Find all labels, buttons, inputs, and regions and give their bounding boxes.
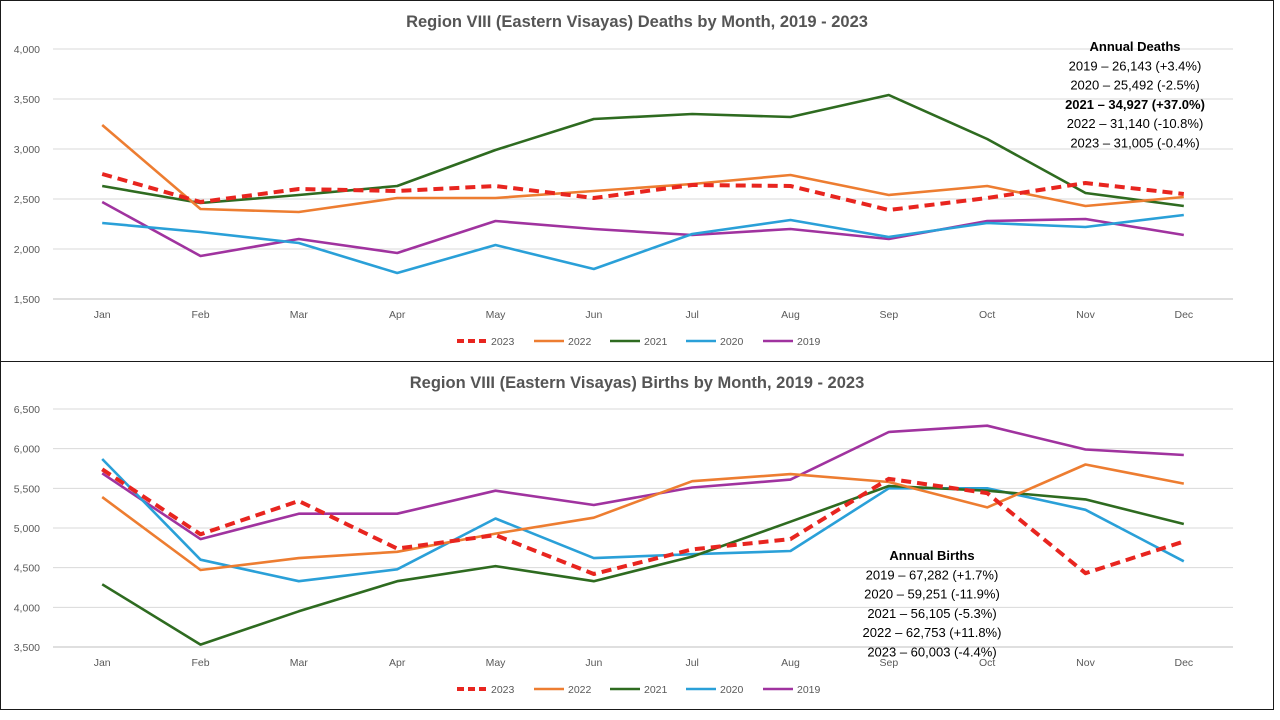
births-line-chart: Region VIII (Eastern Visayas) Births by …	[14, 374, 1233, 696]
deaths-x-tick-label: Nov	[1076, 309, 1095, 321]
deaths-series-line-2023	[101, 172, 1185, 212]
deaths-y-tick-label: 2,500	[14, 194, 40, 206]
births-legend-label-2023: 2023	[491, 684, 515, 696]
births-y-tick-label: 4,500	[14, 563, 40, 575]
births-y-tick-label: 5,000	[14, 523, 40, 535]
deaths-x-tick-label: Apr	[389, 309, 406, 321]
deaths-x-tick-label: Sep	[879, 309, 898, 321]
births-x-tick-label: Apr	[389, 657, 406, 669]
deaths-legend-label-2021: 2021	[644, 336, 668, 348]
deaths-legend-label-2022: 2022	[568, 336, 592, 348]
deaths-x-tick-label: May	[486, 309, 507, 321]
births-series-line-2022	[101, 463, 1185, 572]
deaths-annotation-line: 2022 – 31,140 (-10.8%)	[1067, 116, 1204, 131]
births-x-tick-label: Oct	[979, 657, 995, 669]
deaths-series-line-2021	[101, 93, 1184, 208]
deaths-x-tick-label: Aug	[781, 309, 800, 321]
births-x-tick-label: Mar	[290, 657, 309, 669]
deaths-annotation-line: 2019 – 26,143 (+3.4%)	[1069, 58, 1202, 73]
deaths-chart-panel: Region VIII (Eastern Visayas) Deaths by …	[0, 0, 1274, 362]
births-annotation-title: Annual Births	[889, 548, 974, 563]
births-annotation-line: 2023 – 60,003 (-4.4%)	[867, 645, 996, 660]
deaths-x-tick-label: Feb	[191, 309, 209, 321]
births-y-tick-label: 6,000	[14, 444, 40, 456]
deaths-x-tick-label: Jul	[685, 309, 698, 321]
births-legend-label-2021: 2021	[644, 684, 668, 696]
deaths-annotation-title: Annual Deaths	[1089, 39, 1180, 54]
births-legend-label-2022: 2022	[568, 684, 592, 696]
deaths-annotation-line: 2021 – 34,927 (+37.0%)	[1065, 97, 1205, 112]
deaths-x-tick-label: Dec	[1174, 309, 1193, 321]
births-legend-label-2020: 2020	[720, 684, 744, 696]
births-annotation-line: 2021 – 56,105 (-5.3%)	[867, 606, 996, 621]
births-annotation-line: 2019 – 67,282 (+1.7%)	[866, 567, 999, 582]
births-chart-panel: Region VIII (Eastern Visayas) Births by …	[0, 361, 1274, 710]
deaths-series-line-2022	[101, 124, 1184, 214]
deaths-y-tick-label: 4,000	[14, 44, 40, 56]
deaths-line-chart: Region VIII (Eastern Visayas) Deaths by …	[14, 13, 1233, 348]
deaths-x-tick-label: Jan	[94, 309, 111, 321]
births-x-tick-label: Jul	[685, 657, 698, 669]
births-x-tick-label: Nov	[1076, 657, 1095, 669]
deaths-legend-label-2019: 2019	[797, 336, 821, 348]
births-y-tick-label: 4,000	[14, 602, 40, 614]
births-chart-title: Region VIII (Eastern Visayas) Births by …	[410, 374, 865, 392]
births-x-tick-label: Aug	[781, 657, 800, 669]
deaths-chart-title: Region VIII (Eastern Visayas) Deaths by …	[406, 13, 868, 31]
births-y-tick-label: 3,500	[14, 642, 40, 654]
births-x-tick-label: Sep	[879, 657, 898, 669]
births-x-tick-label: Feb	[191, 657, 209, 669]
births-annotation-line: 2022 – 62,753 (+11.8%)	[863, 625, 1002, 640]
births-x-tick-label: Jan	[94, 657, 111, 669]
births-annotation-line: 2020 – 59,251 (-11.9%)	[864, 587, 1000, 602]
births-y-tick-label: 5,500	[14, 483, 40, 495]
deaths-series-line-2020	[102, 213, 1184, 275]
births-x-tick-label: May	[486, 657, 507, 669]
births-x-tick-label: Jun	[585, 657, 602, 669]
deaths-x-tick-label: Oct	[979, 309, 995, 321]
births-x-tick-label: Dec	[1174, 657, 1193, 669]
births-y-tick-label: 6,500	[14, 404, 40, 416]
deaths-legend-label-2020: 2020	[720, 336, 744, 348]
deaths-x-tick-label: Jun	[585, 309, 602, 321]
deaths-annotation-line: 2020 – 25,492 (-2.5%)	[1070, 78, 1199, 93]
deaths-y-tick-label: 3,500	[14, 94, 40, 106]
deaths-x-tick-label: Mar	[290, 309, 309, 321]
deaths-legend-label-2023: 2023	[491, 336, 515, 348]
births-series-line-2021	[101, 484, 1185, 646]
deaths-annotation-line: 2023 – 31,005 (-0.4%)	[1070, 136, 1199, 151]
deaths-y-tick-label: 2,000	[14, 244, 40, 256]
births-legend-label-2019: 2019	[797, 684, 821, 696]
births-series-line-2019	[101, 424, 1184, 541]
deaths-y-tick-label: 3,000	[14, 144, 40, 156]
deaths-y-tick-label: 1,500	[14, 294, 40, 306]
